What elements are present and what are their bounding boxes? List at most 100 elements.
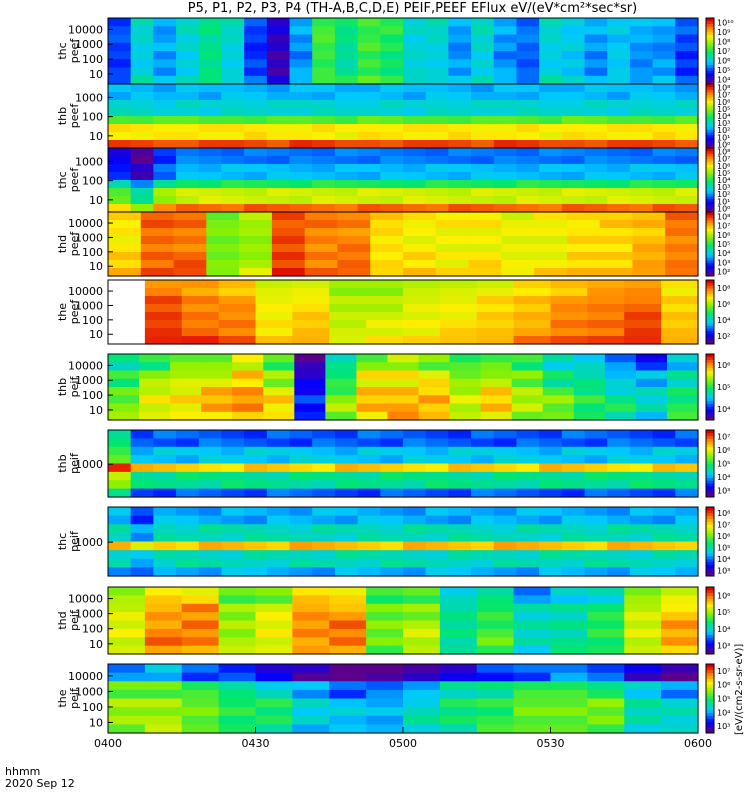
spectrogram-cell bbox=[471, 438, 495, 448]
spectrogram-cell bbox=[448, 480, 472, 490]
spectrogram-cell bbox=[380, 116, 404, 125]
spectrogram-cell bbox=[550, 595, 588, 605]
colorbar-segment bbox=[706, 328, 714, 332]
spectrogram-cell bbox=[198, 59, 223, 69]
spectrogram-cell bbox=[387, 378, 420, 388]
spectrogram-cell bbox=[357, 116, 381, 125]
panel-frame bbox=[107, 506, 699, 577]
spectrogram-cell bbox=[108, 471, 132, 481]
spectrogram-cell bbox=[325, 411, 358, 421]
spectrogram-cell bbox=[198, 446, 223, 456]
colorbar-segment bbox=[706, 466, 714, 470]
spectrogram-cell bbox=[263, 378, 295, 388]
spectrogram-cell bbox=[566, 260, 601, 269]
spectrogram-cell bbox=[380, 488, 404, 498]
y-tick-label: 1000 bbox=[75, 608, 103, 621]
spectrogram-cell bbox=[607, 148, 631, 157]
spectrogram-cell bbox=[289, 140, 313, 149]
spectrogram-cell bbox=[153, 446, 177, 456]
spectrogram-cell bbox=[380, 67, 404, 77]
spectrogram-cell bbox=[366, 328, 404, 337]
spectrogram-cell bbox=[439, 724, 478, 734]
spectrogram-cell bbox=[266, 188, 291, 197]
spectrogram-cell bbox=[587, 645, 625, 655]
colorbar-segment bbox=[706, 64, 714, 68]
spectrogram-cell bbox=[493, 148, 518, 157]
spectrogram-cell bbox=[140, 228, 175, 237]
spectrogram-cell bbox=[439, 689, 478, 700]
colorbar-segment bbox=[706, 81, 714, 85]
spectrogram-cell bbox=[435, 220, 470, 229]
spectrogram-cell bbox=[337, 244, 371, 253]
colorbar-segment bbox=[706, 285, 714, 289]
colorbar-segment bbox=[706, 592, 714, 596]
spectrogram-cell bbox=[380, 204, 404, 213]
spectrogram-cell bbox=[289, 188, 313, 197]
spectrogram-cell bbox=[661, 288, 699, 297]
spectrogram-cell bbox=[561, 108, 586, 117]
spectrogram-cell bbox=[244, 180, 268, 189]
spectrogram-cell bbox=[480, 387, 513, 396]
spectrogram-cell bbox=[652, 507, 676, 517]
spectrogram-cell bbox=[244, 132, 268, 141]
spectrogram-cell bbox=[403, 236, 437, 245]
spectrogram-cell bbox=[534, 236, 568, 245]
spectrogram-cell bbox=[357, 567, 381, 577]
spectrogram-cell bbox=[380, 148, 404, 157]
spectrogram-cell bbox=[624, 689, 662, 700]
spectrogram-cell bbox=[539, 116, 563, 125]
colorbar-segment bbox=[706, 483, 714, 487]
spectrogram-cell bbox=[218, 715, 257, 725]
spectrogram-cell bbox=[176, 172, 200, 181]
colorbar-tick-label: 10⁸ bbox=[717, 84, 730, 93]
colorbar-segment bbox=[706, 201, 714, 205]
spectrogram-cell bbox=[289, 558, 313, 568]
spectrogram-cell bbox=[334, 164, 359, 173]
spectrogram-cell bbox=[629, 455, 654, 465]
colorbar-segment bbox=[706, 142, 714, 146]
spectrogram-cell bbox=[153, 558, 177, 568]
spectrogram-cell bbox=[624, 312, 662, 321]
spectrogram-cell bbox=[403, 180, 427, 189]
spectrogram-cell bbox=[476, 645, 515, 655]
colorbar-segment bbox=[706, 469, 714, 473]
colorbar-segment bbox=[706, 672, 714, 677]
spectrogram-cell bbox=[448, 116, 472, 125]
spectrogram-cell bbox=[516, 471, 540, 481]
spectrogram-cell bbox=[566, 268, 601, 277]
spectrogram-cell bbox=[493, 480, 518, 490]
spectrogram-cell bbox=[108, 724, 146, 734]
spectrogram-cell bbox=[607, 507, 631, 517]
spectrogram-cell bbox=[516, 59, 540, 69]
spectrogram-cell bbox=[561, 67, 586, 77]
spectrogram-cell bbox=[561, 204, 586, 213]
spectrogram-cell bbox=[289, 26, 313, 36]
spectrogram-cell bbox=[198, 188, 223, 197]
spectrogram-cell bbox=[153, 51, 177, 60]
spectrogram-cell bbox=[176, 480, 200, 490]
spectrogram-cell bbox=[599, 212, 634, 221]
spectrogram-cell bbox=[539, 172, 563, 181]
y-tick-label: 10 bbox=[89, 68, 103, 81]
spectrogram-cell bbox=[550, 681, 588, 691]
spectrogram-cell bbox=[380, 92, 404, 101]
spectrogram-cell bbox=[266, 26, 291, 36]
spectrogram-cell bbox=[403, 320, 441, 329]
colorbar-tick-label: 10⁶ bbox=[717, 446, 730, 455]
spectrogram-cell bbox=[629, 42, 654, 52]
spectrogram-cell bbox=[221, 124, 245, 133]
colorbar-tick-label: 10⁴ bbox=[717, 112, 730, 121]
spectrogram-cell bbox=[632, 252, 666, 261]
spectrogram-cell bbox=[403, 92, 427, 101]
panel-y-label: the bbox=[56, 689, 69, 707]
spectrogram-cell bbox=[561, 480, 586, 490]
spectrogram-cell bbox=[176, 108, 200, 117]
spectrogram-cell bbox=[108, 370, 140, 380]
spectrogram-cell bbox=[675, 148, 699, 157]
spectrogram-cell bbox=[244, 446, 268, 456]
spectrogram-cell bbox=[255, 698, 293, 708]
spectrogram-cell bbox=[370, 260, 404, 269]
spectrogram-cell bbox=[511, 403, 544, 413]
spectrogram-cell bbox=[561, 164, 586, 173]
spectrogram-cell bbox=[244, 108, 268, 117]
